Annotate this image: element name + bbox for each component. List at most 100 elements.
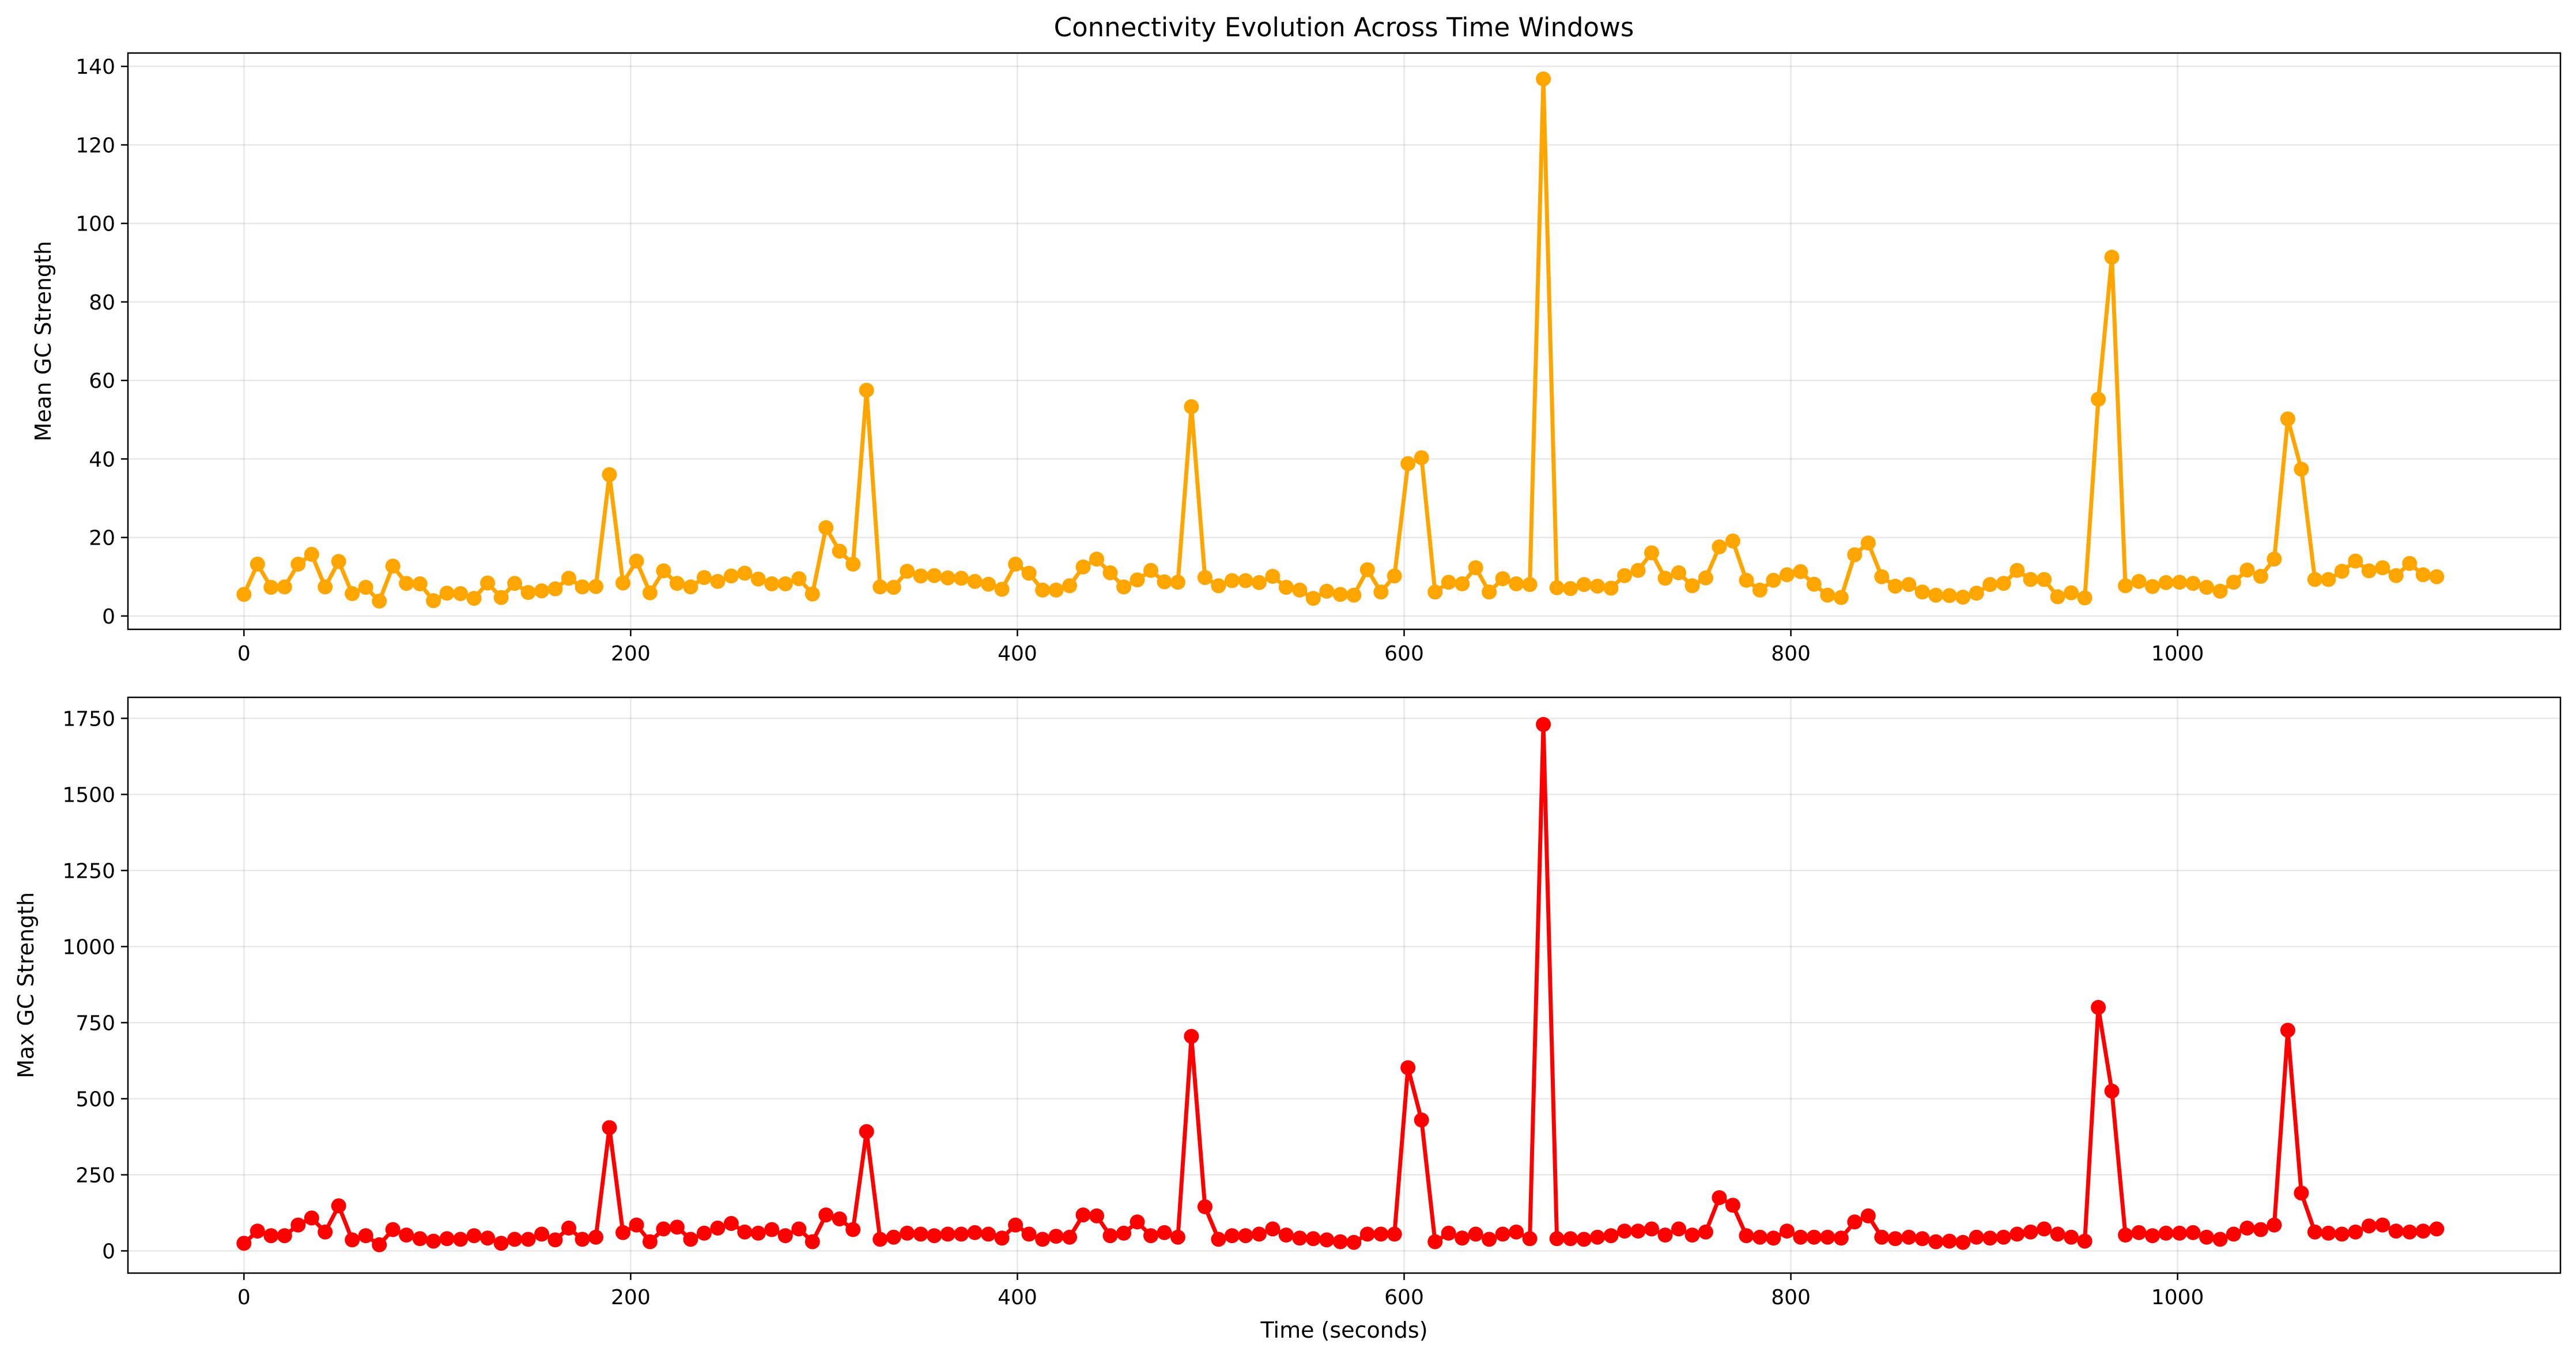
data-point — [2145, 1228, 2160, 1244]
data-point — [1766, 572, 1781, 588]
data-point — [1739, 572, 1754, 588]
x-tick-label: 800 — [1771, 642, 1811, 666]
data-point — [2280, 411, 2295, 426]
data-point — [2118, 1228, 2133, 1243]
data-point — [723, 1215, 739, 1231]
data-point — [1482, 584, 1497, 600]
data-point — [1955, 1234, 1971, 1250]
data-point — [1116, 579, 1131, 595]
data-point — [1955, 590, 1971, 605]
data-point — [967, 573, 983, 589]
data-point — [900, 1225, 915, 1241]
data-point — [1536, 71, 1551, 86]
data-point — [1996, 576, 2011, 591]
data-point — [2131, 573, 2147, 589]
data-point — [493, 1236, 509, 1251]
data-point — [642, 585, 658, 601]
y-tick-label: 20 — [89, 527, 115, 550]
data-point — [2212, 1232, 2228, 1247]
data-point — [737, 1224, 753, 1240]
data-point — [1982, 577, 1998, 592]
x-tick-label: 600 — [1384, 1286, 1424, 1309]
data-point — [1657, 1228, 1673, 1243]
data-point — [493, 590, 509, 605]
data-point — [1400, 1060, 1416, 1075]
data-point — [872, 579, 888, 595]
data-point — [561, 1220, 576, 1236]
data-point — [1982, 1230, 1998, 1246]
data-point — [940, 570, 955, 586]
data-point — [236, 1236, 252, 1251]
data-point — [1495, 571, 1510, 587]
data-point — [845, 556, 861, 572]
data-point — [615, 1225, 630, 1240]
data-point — [1373, 584, 1389, 600]
chart-title: Connectivity Evolution Across Time Windo… — [1054, 12, 1634, 43]
data-point — [547, 581, 563, 596]
data-point — [872, 1232, 888, 1247]
data-point — [994, 1230, 1010, 1246]
data-point — [2023, 572, 2038, 587]
data-point — [1455, 576, 1470, 591]
data-point — [1427, 584, 1443, 600]
data-point — [1684, 578, 1700, 594]
data-point — [2064, 585, 2079, 601]
data-point — [777, 576, 793, 591]
data-point — [2172, 1225, 2187, 1241]
data-point — [1211, 1232, 1226, 1247]
data-point — [1224, 1228, 1240, 1244]
x-tick-label: 400 — [998, 1286, 1037, 1309]
data-point — [1482, 1232, 1497, 1247]
data-point — [466, 591, 482, 606]
data-point — [1928, 1234, 1944, 1249]
y-tick-label: 80 — [89, 291, 115, 315]
data-point — [372, 1237, 387, 1252]
data-point — [737, 565, 753, 581]
data-point — [534, 583, 549, 599]
data-point — [1779, 567, 1795, 583]
x-axis-label: Time (seconds) — [1260, 1317, 1427, 1343]
data-point — [927, 568, 942, 583]
data-point — [439, 586, 455, 601]
data-point — [1833, 590, 1849, 605]
data-point — [277, 579, 292, 595]
data-point — [642, 1234, 658, 1249]
data-point — [1590, 1229, 1605, 1245]
data-point — [318, 579, 333, 595]
data-point — [669, 576, 685, 591]
data-point — [480, 575, 496, 591]
data-point — [683, 1232, 698, 1247]
plot-frame — [127, 696, 2562, 1274]
data-point — [1130, 572, 1145, 588]
data-point — [1712, 539, 1727, 554]
data-point — [683, 579, 698, 595]
data-point — [818, 1207, 834, 1223]
data-point — [1887, 1231, 1903, 1247]
y-tick-label: 1750 — [62, 707, 115, 731]
data-point — [290, 1217, 306, 1233]
data-point — [1346, 1234, 1362, 1250]
data-point — [859, 1124, 874, 1139]
data-point — [1576, 577, 1592, 592]
data-point — [2185, 1225, 2201, 1240]
data-point — [263, 1228, 279, 1244]
data-point — [1684, 1228, 1700, 1243]
data-point — [1942, 1233, 1957, 1249]
data-point — [250, 556, 265, 572]
data-point — [629, 1217, 644, 1233]
data-point — [1170, 575, 1185, 590]
data-point — [263, 580, 279, 595]
data-point — [1820, 1229, 1835, 1245]
data-point — [358, 1228, 373, 1244]
data-point — [1860, 535, 1876, 551]
y-tick-label: 250 — [75, 1164, 115, 1187]
data-point — [1712, 1190, 1727, 1206]
data-point — [1089, 1208, 1104, 1224]
data-point — [2199, 580, 2214, 595]
data-point — [2131, 1225, 2147, 1240]
max-gc-strength-chart: 0 200 400 600 800 1000 0 250 500 750 1000 1250 1500… — [13, 696, 2562, 1343]
data-point — [1441, 1225, 1456, 1241]
data-point — [1021, 565, 1037, 581]
data-point — [1603, 580, 1619, 596]
data-point — [2307, 572, 2322, 587]
